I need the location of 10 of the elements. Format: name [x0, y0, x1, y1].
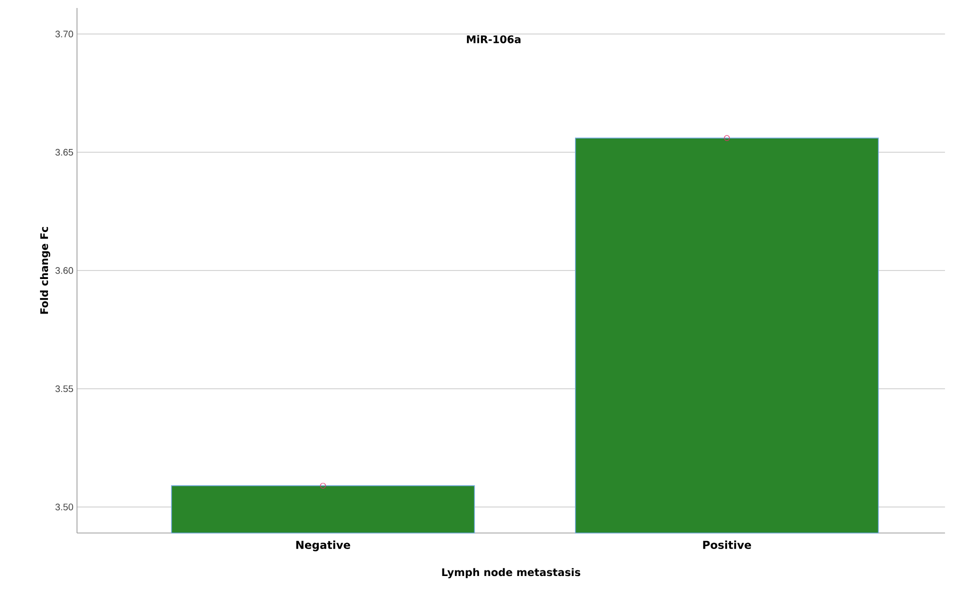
x-axis-title: Lymph node metastasis — [442, 568, 580, 578]
y-tick-label: 3.70 — [55, 30, 74, 38]
x-tick-label: Positive — [703, 540, 752, 549]
x-tick-label: Negative — [296, 540, 350, 552]
y-tick-label: 3.65 — [55, 148, 74, 156]
y-axis-title: Fold change Fc — [40, 227, 50, 314]
y-tick-label: 3.60 — [55, 267, 74, 274]
y-tick-label: 3.55 — [55, 385, 74, 392]
text: MiR-106a — [466, 35, 520, 44]
y-tick-label: 3.50 — [55, 504, 74, 510]
